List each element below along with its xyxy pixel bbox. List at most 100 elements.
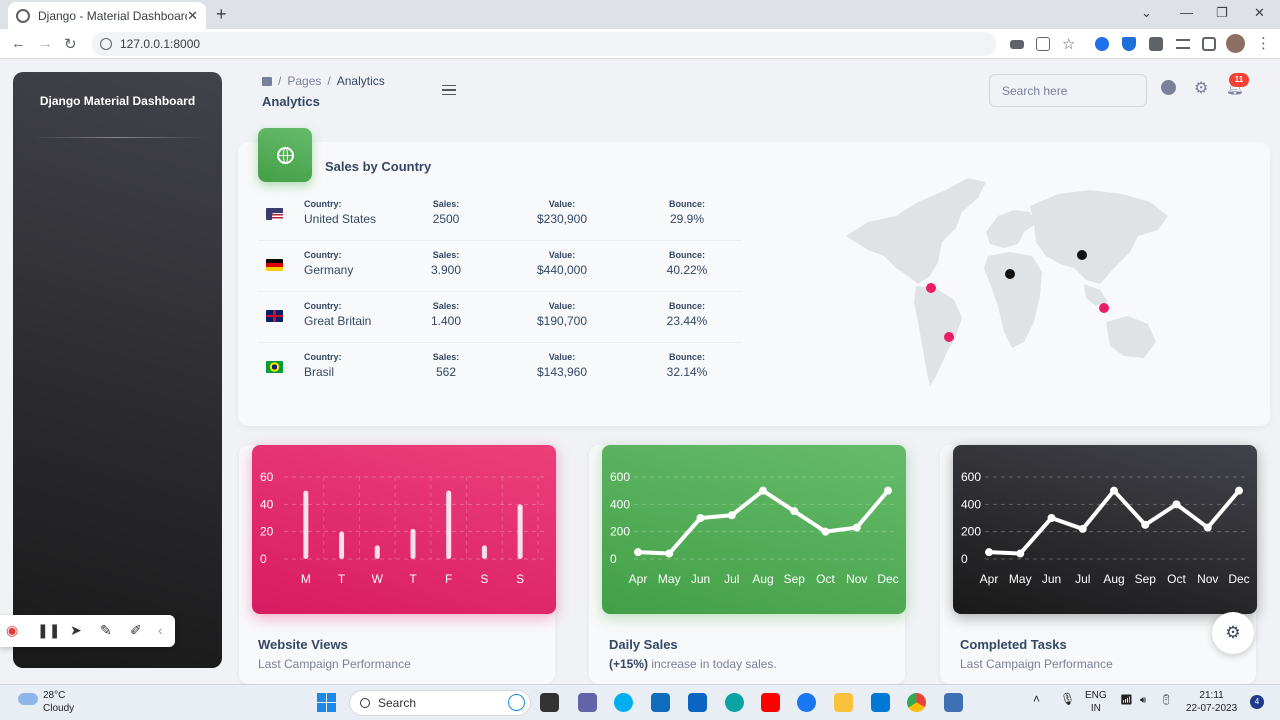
hamburger-menu-icon[interactable] xyxy=(442,85,456,95)
data-point[interactable] xyxy=(665,549,674,558)
tab-search-chevron-icon[interactable]: ⌄ xyxy=(1141,5,1152,20)
pointer-icon[interactable]: ➤ xyxy=(70,622,82,638)
data-point[interactable] xyxy=(985,548,993,557)
settings-gear-icon[interactable]: ⚙ xyxy=(1194,80,1209,97)
map-marker-ru[interactable] xyxy=(1077,250,1087,260)
data-point[interactable] xyxy=(1110,486,1118,495)
x-tick-label: F xyxy=(445,572,452,586)
data-point[interactable] xyxy=(790,507,799,516)
account-circle-icon[interactable] xyxy=(1161,80,1176,95)
search-input[interactable] xyxy=(989,74,1147,107)
x-tick-label: Apr xyxy=(629,572,648,586)
more-menu-icon[interactable]: ⋮ xyxy=(1256,35,1271,52)
data-point[interactable] xyxy=(1047,514,1056,522)
record-icon[interactable]: ◉ xyxy=(6,622,19,638)
map-marker-br[interactable] xyxy=(944,332,954,342)
skype-icon[interactable] xyxy=(614,693,633,712)
weather-widget[interactable]: 28°C Cloudy xyxy=(43,689,74,715)
youtube-icon[interactable] xyxy=(761,693,780,712)
bar[interactable] xyxy=(339,531,345,559)
bookmark-star-icon[interactable]: ☆ xyxy=(1062,36,1076,53)
data-point[interactable] xyxy=(1235,486,1243,495)
bar[interactable] xyxy=(481,545,487,559)
vscode-icon[interactable] xyxy=(871,693,890,712)
close-tab-icon[interactable]: ✕ xyxy=(187,7,198,23)
bar[interactable] xyxy=(517,504,523,559)
series-line xyxy=(637,488,890,556)
new-tab-icon[interactable]: + xyxy=(216,4,227,24)
data-point[interactable] xyxy=(1016,549,1025,558)
notepad-icon[interactable] xyxy=(944,693,963,712)
data-point[interactable] xyxy=(634,548,642,557)
chrome-icon[interactable] xyxy=(907,693,926,712)
data-point[interactable] xyxy=(821,527,830,536)
wifi-icon[interactable]: 📶︎ xyxy=(1120,695,1133,706)
forward-icon[interactable]: → xyxy=(38,35,53,52)
configurator-settings-button[interactable]: ⚙ xyxy=(1212,612,1254,654)
shield-extension-icon[interactable] xyxy=(1122,37,1136,51)
reading-list-icon[interactable] xyxy=(1176,39,1190,49)
data-point[interactable] xyxy=(1172,500,1181,509)
extension-b-icon[interactable] xyxy=(1095,37,1109,51)
mail-icon[interactable] xyxy=(688,693,707,712)
tray-chevron-icon[interactable]: ˄ xyxy=(1033,692,1041,706)
data-point[interactable] xyxy=(884,486,892,495)
daily-sales-subtitle: (+15%) increase in today sales. xyxy=(609,657,777,671)
browser-tab[interactable]: Django - Material Dashboard 2 ✕ xyxy=(8,2,206,29)
breadcrumb-pages[interactable]: Pages xyxy=(287,74,322,88)
camera-icon[interactable] xyxy=(1010,40,1024,49)
data-point[interactable] xyxy=(852,523,861,532)
notification-count-badge[interactable]: 4 xyxy=(1250,695,1264,709)
file-explorer-icon[interactable] xyxy=(834,693,853,712)
microphone-icon[interactable]: 🎙︎ xyxy=(1060,692,1076,706)
back-icon[interactable]: ← xyxy=(11,35,26,52)
data-point[interactable] xyxy=(1141,520,1150,529)
bounce-rate: 32.14% xyxy=(666,365,708,379)
task-view-icon[interactable] xyxy=(540,693,559,712)
data-point[interactable] xyxy=(1203,523,1212,532)
close-window-icon[interactable]: ✕ xyxy=(1254,5,1265,20)
data-point[interactable] xyxy=(759,486,767,495)
clock[interactable]: 21:11 22-07-2023 xyxy=(1186,689,1237,715)
sales-label: Sales: xyxy=(432,301,460,311)
side-panel-icon[interactable] xyxy=(1202,37,1216,51)
y-tick-label: 400 xyxy=(961,497,981,511)
data-point[interactable] xyxy=(727,511,736,520)
bar[interactable] xyxy=(410,528,416,559)
taskbar-search[interactable]: Search xyxy=(349,690,531,716)
pen-icon[interactable]: ✎ xyxy=(100,622,112,638)
bar[interactable] xyxy=(303,490,309,559)
store-icon[interactable] xyxy=(651,693,670,712)
series-line xyxy=(988,488,1241,556)
bing-icon[interactable] xyxy=(508,694,525,711)
puzzle-extensions-icon[interactable] xyxy=(1149,37,1163,51)
edge-icon[interactable] xyxy=(725,693,744,712)
sidebar-brand[interactable]: Django Material Dashboard xyxy=(39,94,196,108)
pause-icon[interactable]: ❚❚ xyxy=(37,622,61,638)
battery-icon[interactable]: 🔋︎ xyxy=(1160,695,1173,706)
reload-icon[interactable]: ↻ xyxy=(64,36,77,53)
teams-chat-icon[interactable] xyxy=(578,693,597,712)
share-icon[interactable] xyxy=(1036,37,1050,51)
volume-icon[interactable]: 🔊︎ xyxy=(1140,695,1147,706)
x-tick-label: Nov xyxy=(1197,572,1218,586)
data-point[interactable] xyxy=(696,514,705,522)
map-marker-us[interactable] xyxy=(926,283,936,293)
profile-avatar[interactable] xyxy=(1226,34,1245,53)
cloud-icon[interactable] xyxy=(18,693,38,705)
collapse-chevron-icon[interactable]: ‹ xyxy=(158,622,163,638)
address-bar[interactable]: 127.0.0.1:8000 xyxy=(92,32,996,56)
facebook-icon[interactable] xyxy=(797,693,816,712)
bar[interactable] xyxy=(374,545,380,559)
minimize-icon[interactable]: — xyxy=(1180,5,1193,20)
data-point[interactable] xyxy=(1078,524,1087,533)
map-marker-asia[interactable] xyxy=(1099,303,1109,313)
maximize-icon[interactable]: ❐ xyxy=(1216,5,1228,20)
bar[interactable] xyxy=(446,490,452,559)
highlighter-icon[interactable]: ✐ xyxy=(130,622,142,638)
home-icon[interactable] xyxy=(262,76,272,86)
map-marker-de[interactable] xyxy=(1005,269,1015,279)
language-indicator[interactable]: ENG IN xyxy=(1085,689,1107,715)
windows-start-icon[interactable] xyxy=(317,693,336,712)
site-info-icon[interactable] xyxy=(100,38,112,50)
